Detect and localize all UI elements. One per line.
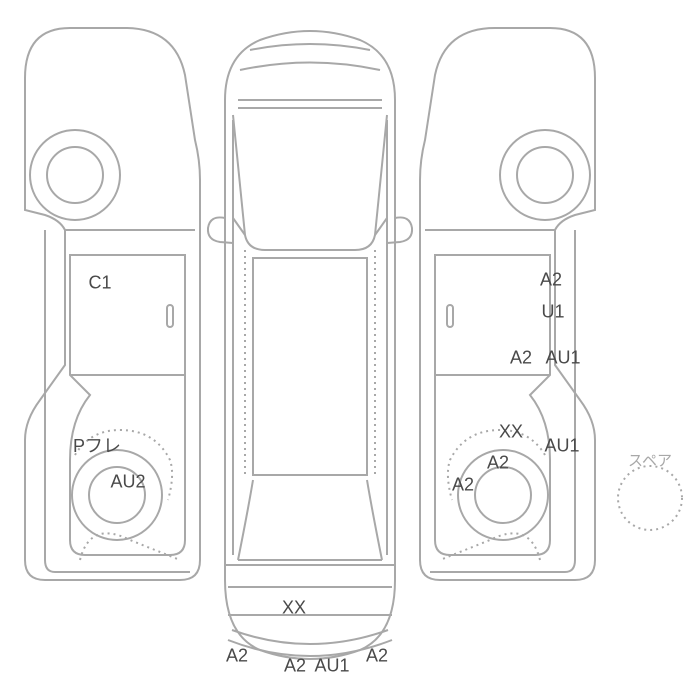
damage-label: AU2 [110,472,145,493]
spare-tire [618,466,682,530]
damage-label: AU1 [314,656,349,677]
damage-label: A2 [226,646,248,667]
damage-label: AU1 [545,348,580,369]
car-damage-diagram [0,0,700,700]
car-left-side [25,28,200,580]
spare-label: スペア [628,450,672,471]
damage-label: A2 [452,475,474,496]
car-top-view [208,31,412,659]
damage-label: U1 [541,302,564,323]
damage-label: A2 [284,656,306,677]
damage-label: XX [282,598,306,619]
damage-label: A2 [366,646,388,667]
damage-label: A2 [540,270,562,291]
damage-label: C1 [88,273,111,294]
damage-label: Pフレ [73,432,121,458]
car-right-side [420,28,595,580]
damage-label: A2 [510,348,532,369]
damage-label: AU1 [544,436,579,457]
damage-label: A2 [487,453,509,474]
damage-label: XX [499,422,523,443]
